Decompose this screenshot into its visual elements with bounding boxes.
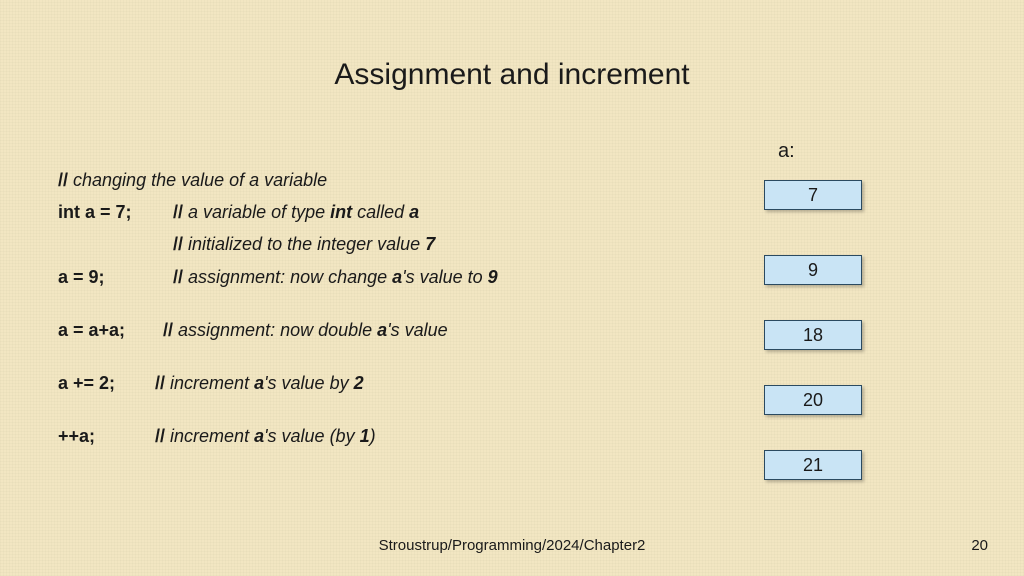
line-5: a = a+a; // assignment: now double a's v… xyxy=(58,318,718,343)
page-number: 20 xyxy=(971,537,988,554)
value-box: 21 xyxy=(764,450,862,480)
comment-slash: // xyxy=(155,373,165,393)
line-2: int a = 7; // a variable of type int cal… xyxy=(58,200,718,225)
comment-text: changing the value of a variable xyxy=(68,170,327,190)
comment-text: assignment: now change a's value to 9 xyxy=(183,267,498,287)
comment-slash: // xyxy=(173,267,183,287)
comment-slash: // xyxy=(163,320,173,340)
comment-text: increment a's value (by 1) xyxy=(165,426,376,446)
code-text: int a = 7; xyxy=(58,200,168,225)
code-content: // changing the value of a variable int … xyxy=(58,168,718,456)
comment-text: assignment: now double a's value xyxy=(173,320,448,340)
line-3: // initialized to the integer value 7 xyxy=(58,232,718,257)
code-text: a = 9; xyxy=(58,265,168,290)
comment-text: increment a's value by 2 xyxy=(165,373,364,393)
line-1: // changing the value of a variable xyxy=(58,168,718,193)
line-4: a = 9; // assignment: now change a's val… xyxy=(58,265,718,290)
line-7: ++a; // increment a's value (by 1) xyxy=(58,424,718,449)
comment-slash: // xyxy=(155,426,165,446)
comment-slash: // xyxy=(58,170,68,190)
code-text: a = a+a; xyxy=(58,318,158,343)
slide-title: Assignment and increment xyxy=(0,0,1024,92)
comment-slash: // xyxy=(173,202,183,222)
code-text: a += 2; xyxy=(58,371,150,396)
variable-label: a: xyxy=(778,140,795,163)
comment-text: initialized to the integer value 7 xyxy=(183,234,435,254)
value-box: 7 xyxy=(764,180,862,210)
footer-text: Stroustrup/Programming/2024/Chapter2 xyxy=(0,537,1024,554)
comment-slash: // xyxy=(173,234,183,254)
value-box: 20 xyxy=(764,385,862,415)
comment-text: a variable of type int called a xyxy=(183,202,419,222)
line-6: a += 2; // increment a's value by 2 xyxy=(58,371,718,396)
code-text: ++a; xyxy=(58,424,150,449)
value-box: 9 xyxy=(764,255,862,285)
value-box: 18 xyxy=(764,320,862,350)
